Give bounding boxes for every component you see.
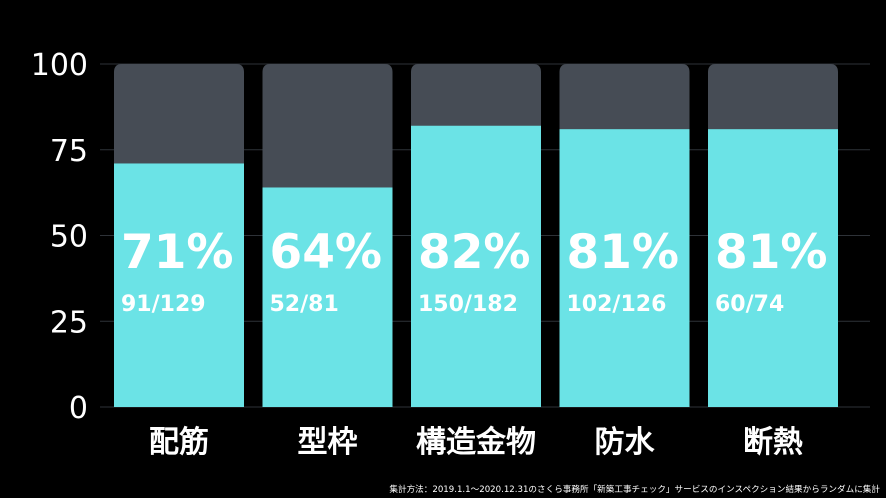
y-tick-label: 50 — [50, 220, 88, 255]
data-label-count: 52/81 — [270, 292, 339, 317]
bar — [559, 129, 690, 408]
data-label-percent: 82% — [418, 225, 531, 280]
footnote: 集計方法：2019.1.1～2020.12.31のさくら事務所「新築工事チェック… — [389, 485, 880, 495]
data-label-count: 91/129 — [121, 292, 206, 317]
y-tick-label: 25 — [50, 305, 88, 340]
y-tick-label: 0 — [69, 391, 88, 426]
x-tick-label: 構造金物 — [416, 425, 536, 460]
x-tick-label: 断熱 — [743, 425, 803, 460]
y-tick-label: 100 — [31, 48, 88, 83]
data-label-percent: 71% — [121, 225, 234, 280]
y-tick-label: 75 — [50, 134, 88, 169]
x-tick-label: 型枠 — [298, 425, 358, 460]
data-label-percent: 81% — [567, 225, 680, 280]
data-label-percent: 81% — [715, 225, 828, 280]
data-label-count: 102/126 — [567, 292, 667, 317]
bar — [114, 163, 244, 407]
bar — [262, 187, 393, 407]
x-tick-label: 防水 — [595, 425, 656, 460]
bar — [411, 125, 541, 408]
data-label-count: 150/182 — [418, 292, 518, 317]
x-tick-label: 配筋 — [149, 425, 209, 460]
bar — [708, 129, 838, 408]
data-label-percent: 64% — [270, 225, 383, 280]
data-label-count: 60/74 — [715, 292, 784, 317]
